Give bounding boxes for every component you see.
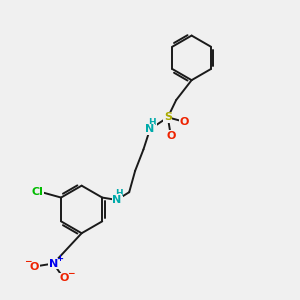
- Text: N: N: [49, 259, 58, 269]
- Text: O: O: [30, 262, 39, 272]
- Text: O: O: [59, 273, 68, 284]
- Text: N: N: [112, 195, 121, 205]
- Text: +: +: [56, 254, 63, 263]
- Text: S: S: [164, 112, 172, 122]
- Text: Cl: Cl: [31, 187, 43, 197]
- Text: O: O: [166, 131, 176, 141]
- Text: H: H: [148, 118, 156, 127]
- Text: H: H: [115, 190, 123, 199]
- Text: −: −: [24, 257, 32, 266]
- Text: O: O: [179, 117, 189, 127]
- Text: N: N: [146, 124, 154, 134]
- Text: −: −: [67, 268, 74, 278]
